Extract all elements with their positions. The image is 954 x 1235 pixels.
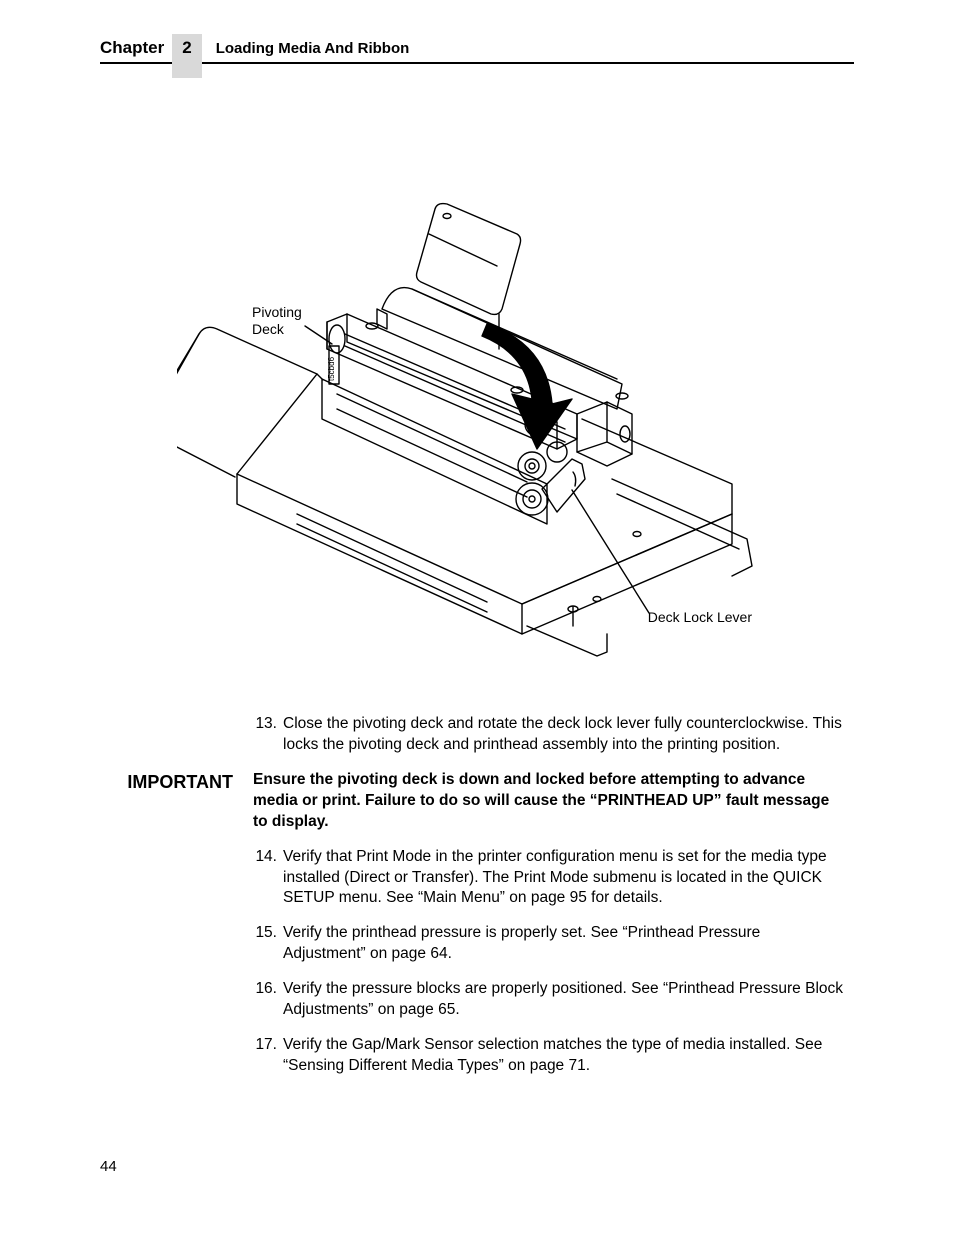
step-number: 16. — [253, 979, 283, 1021]
step-number: 15. — [253, 923, 283, 965]
important-text: Ensure the pivoting deck is down and loc… — [253, 770, 844, 833]
step-number: 14. — [253, 847, 283, 910]
step-text: Verify the printhead pressure is properl… — [283, 923, 844, 965]
step-text: Close the pivoting deck and rotate the d… — [283, 714, 844, 756]
step-16: 16. Verify the pressure blocks are prope… — [253, 979, 844, 1021]
body-content: 13. Close the pivoting deck and rotate t… — [253, 714, 844, 1077]
step-number: 13. — [253, 714, 283, 756]
step-14: 14. Verify that Print Mode in the printe… — [253, 847, 844, 910]
step-text: Verify the pressure blocks are properly … — [283, 979, 844, 1021]
step-text: Verify the Gap/Mark Sensor selection mat… — [283, 1035, 844, 1077]
printer-diagram-svg: t5cbd6 — [177, 194, 777, 664]
callout-deck-lock-lever: Deck Lock Lever — [648, 609, 752, 626]
chapter-number: 2 — [172, 34, 201, 78]
page-number: 44 — [100, 1158, 117, 1175]
step-number: 17. — [253, 1035, 283, 1077]
step-text: Verify that Print Mode in the printer co… — [283, 847, 844, 910]
printer-figure: t5cbd6 PivotingDeck Deck Lock Lever — [177, 194, 777, 664]
important-label: IMPORTANT — [100, 770, 253, 833]
figure-tag: t5cbd6 — [327, 356, 336, 381]
step-13: 13. Close the pivoting deck and rotate t… — [253, 714, 844, 756]
step-15: 15. Verify the printhead pressure is pro… — [253, 923, 844, 965]
step-17: 17. Verify the Gap/Mark Sensor selection… — [253, 1035, 844, 1077]
callout-pivoting-deck: PivotingDeck — [252, 304, 302, 338]
page-header: Chapter 2 Loading Media And Ribbon — [100, 38, 854, 64]
chapter-label: Chapter — [100, 38, 164, 58]
chapter-title: Loading Media And Ribbon — [216, 40, 410, 57]
important-note: IMPORTANT Ensure the pivoting deck is do… — [100, 770, 844, 833]
